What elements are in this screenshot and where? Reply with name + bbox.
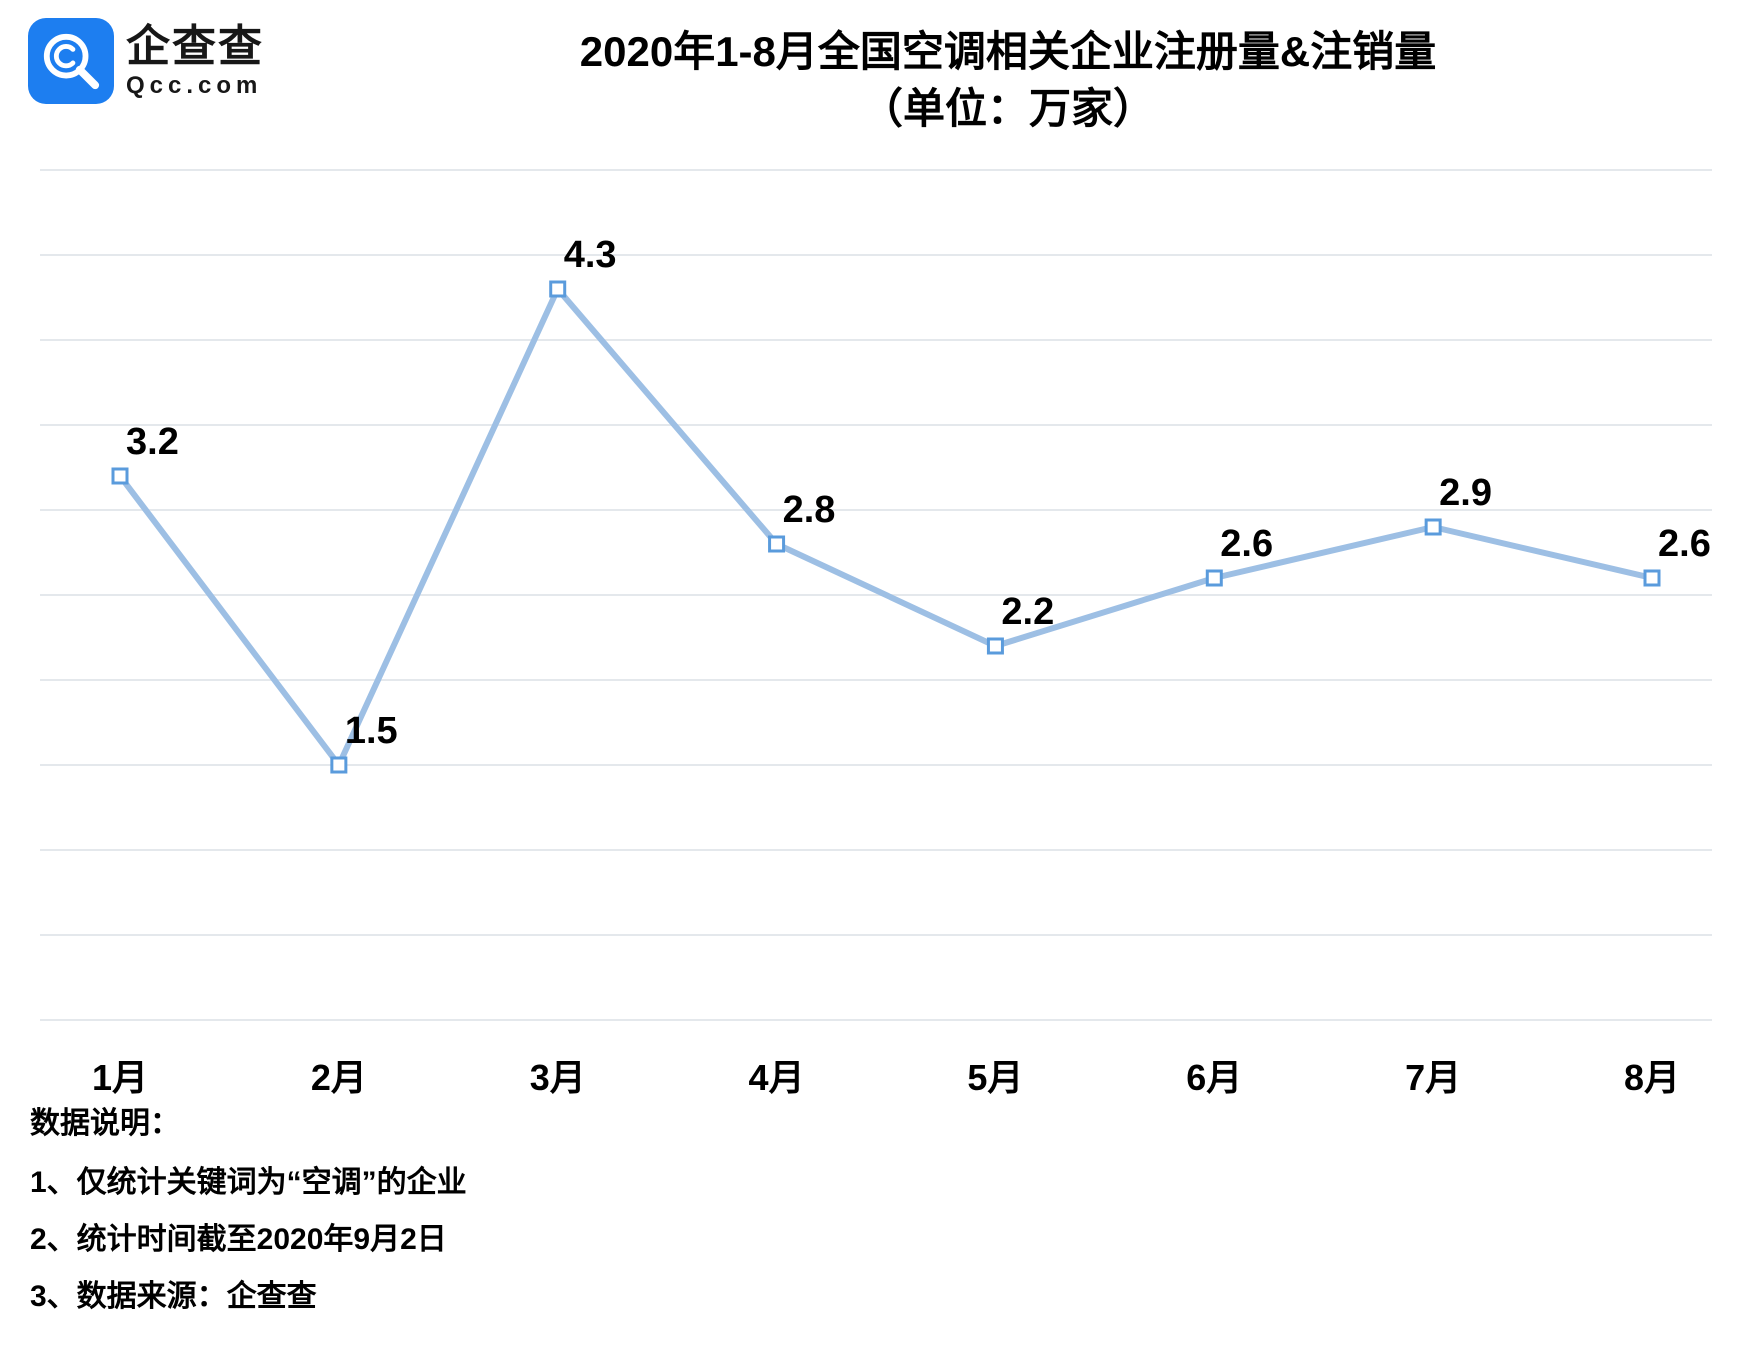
line-chart: 3.2 1.5 4.3 2.8 2.2 2.6 2.9 2.6 1月 2月 3月 4月 5月 6月 7月 8月 [40,150,1712,1110]
notes-item: 1、仅统计关键词为“空调”的企业 [30,1154,467,1211]
data-marker [988,639,1002,653]
value-label: 1.5 [345,710,398,752]
x-axis-label: 3月 [530,1057,586,1098]
value-label: 2.2 [1001,591,1054,633]
x-axis-label: 1月 [92,1057,148,1098]
data-marker [1645,571,1659,585]
value-label: 2.8 [783,489,836,531]
value-label: 2.6 [1220,523,1273,565]
logo-text: 企查查 Qcc.com [126,24,264,97]
series-line [120,289,1652,765]
notes-item: 3、数据来源：企查查 [30,1268,467,1325]
x-axis-label: 5月 [967,1057,1023,1098]
logo: 企查查 Qcc.com [28,18,264,104]
data-marker [551,282,565,296]
logo-badge [28,18,114,104]
x-axis-label: 7月 [1405,1057,1461,1098]
x-axis-label: 6月 [1186,1057,1242,1098]
chart-container: 3.2 1.5 4.3 2.8 2.2 2.6 2.9 2.6 1月 2月 3月 4月 5月 6月 7月 8月 [40,150,1712,1110]
notes-title: 数据说明： [30,1095,467,1152]
header: 企查查 Qcc.com 2020年1-8月全国空调相关企业注册量&注销量 （单位… [0,0,1752,137]
data-marker [770,537,784,551]
logo-en: Qcc.com [126,73,264,98]
x-axis-label: 8月 [1624,1057,1680,1098]
notes-item: 2、统计时间截至2020年9月2日 [30,1211,467,1268]
notes-block: 数据说明： 1、仅统计关键词为“空调”的企业 2、统计时间截至2020年9月2日… [30,1095,467,1325]
value-label: 4.3 [564,234,617,276]
data-marker [1426,520,1440,534]
title-line-1: 2020年1-8月全国空调相关企业注册量&注销量 [292,24,1724,81]
x-axis-label: 2月 [311,1057,367,1098]
value-label: 2.9 [1439,472,1492,514]
data-marker [113,469,127,483]
data-marker [1207,571,1221,585]
chart-title: 2020年1-8月全国空调相关企业注册量&注销量 （单位：万家） [292,18,1724,137]
data-marker [332,758,346,772]
value-label: 2.6 [1658,523,1711,565]
x-axis-label: 4月 [749,1057,805,1098]
title-line-2: （单位：万家） [292,81,1724,138]
logo-cn: 企查查 [126,24,264,70]
value-label: 3.2 [126,421,179,463]
magnifier-c-icon [40,30,102,92]
